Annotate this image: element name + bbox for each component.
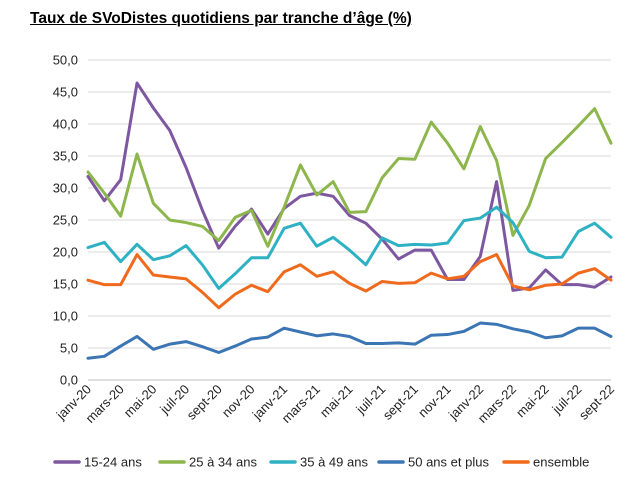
x-axis-tick-labels: janv-20mars-20mai-20juil-20sept-20nov-20… <box>53 382 617 426</box>
series-ensemble <box>86 253 613 310</box>
y-tick-label: 30,0 <box>53 181 78 196</box>
series-line <box>86 321 613 360</box>
series-15-24-ans <box>86 81 613 292</box>
series-line <box>86 205 613 290</box>
series-25-34-ans <box>86 107 613 248</box>
y-tick-label: 35,0 <box>53 149 78 164</box>
y-tick-label: 45,0 <box>53 85 78 100</box>
series-line <box>86 107 613 248</box>
y-tick-label: 25,0 <box>53 213 78 228</box>
x-tick-label: mai-22 <box>513 382 552 421</box>
x-tick-label: mai-20 <box>121 382 160 421</box>
y-tick-label: 40,0 <box>53 117 78 132</box>
legend-label: ensemble <box>533 455 589 470</box>
series-lines <box>86 81 613 360</box>
series-line <box>86 253 613 310</box>
x-tick-label: sept-22 <box>576 382 617 423</box>
series-50-ans-et-plus <box>86 321 613 360</box>
y-tick-label: 0,0 <box>60 373 78 388</box>
y-tick-label: 15,0 <box>53 277 78 292</box>
gridlines <box>88 59 611 349</box>
legend-item: ensemble <box>502 455 589 470</box>
legend-label: 35 à 49 ans <box>300 455 368 470</box>
legend-item: 50 ans et plus <box>377 455 489 470</box>
x-tick-label: mai-21 <box>317 382 356 421</box>
y-tick-label: 10,0 <box>53 309 78 324</box>
x-tick-label: sept-21 <box>380 382 421 423</box>
legend: 15-24 ans 25 à 34 ans 35 à 49 ans 50 ans et… <box>53 455 589 470</box>
y-tick-label: 50,0 <box>53 53 78 68</box>
y-tick-label: 5,0 <box>60 341 78 356</box>
legend-item: 35 à 49 ans <box>269 455 368 470</box>
legend-label: 15-24 ans <box>84 455 142 470</box>
chart-title: Taux de SVoDistes quotidiens par tranche… <box>30 10 412 27</box>
y-axis-tick-labels: 0,0 5,0 10,0 15,0 20,0 25,0 30,0 35,0 40,0 45,0 50… <box>53 53 78 388</box>
y-tick-label: 20,0 <box>53 245 78 260</box>
series-line <box>86 81 613 292</box>
legend-label: 50 ans et plus <box>408 455 489 470</box>
legend-label: 25 à 34 ans <box>189 455 257 470</box>
legend-item: 15-24 ans <box>53 455 142 470</box>
series-35-49-ans <box>86 205 613 290</box>
legend-item: 25 à 34 ans <box>158 455 257 470</box>
x-tick-label: sept-20 <box>184 382 225 423</box>
